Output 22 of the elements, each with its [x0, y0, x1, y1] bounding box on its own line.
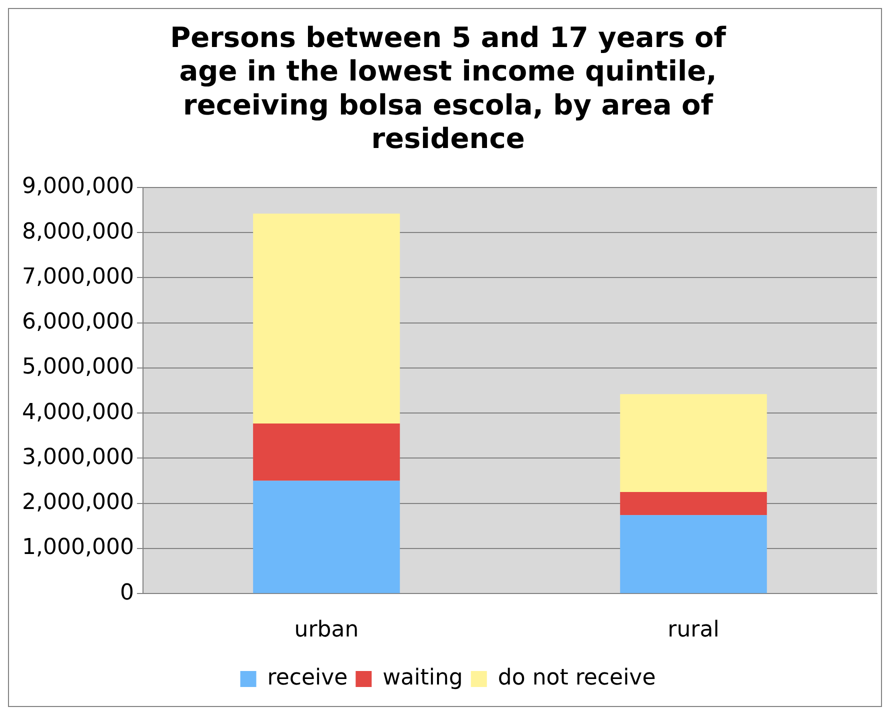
legend-label: do not receive — [498, 666, 656, 691]
chart-title: Persons between 5 and 17 years of age in the lowest income quintile, receiving bolsa escola, by area of residence — [170, 21, 727, 155]
y-tick-label: 2,000,000 — [22, 490, 134, 516]
legend-label: receive — [267, 666, 348, 691]
bar — [253, 214, 400, 424]
y-tick-label: 7,000,000 — [22, 264, 134, 290]
y-tick-label: 8,000,000 — [22, 219, 134, 244]
y-tick-label: 3,000,000 — [22, 444, 134, 470]
y-tick-label: 1,000,000 — [22, 535, 134, 560]
y-tick-label: 5,000,000 — [22, 354, 134, 380]
x-tick-label: urban — [294, 618, 359, 643]
bar — [620, 394, 767, 492]
y-tick-label: 6,000,000 — [22, 310, 134, 335]
y-tick-label: 9,000,000 — [22, 174, 134, 200]
y-tick-label: 4,000,000 — [22, 400, 134, 425]
bar — [620, 492, 767, 516]
legend-label: waiting — [382, 666, 463, 691]
bar — [620, 515, 767, 594]
bar — [253, 423, 400, 481]
y-tick-label: 0 — [120, 580, 134, 606]
bar — [253, 480, 400, 594]
x-tick-label: rural — [668, 618, 720, 643]
